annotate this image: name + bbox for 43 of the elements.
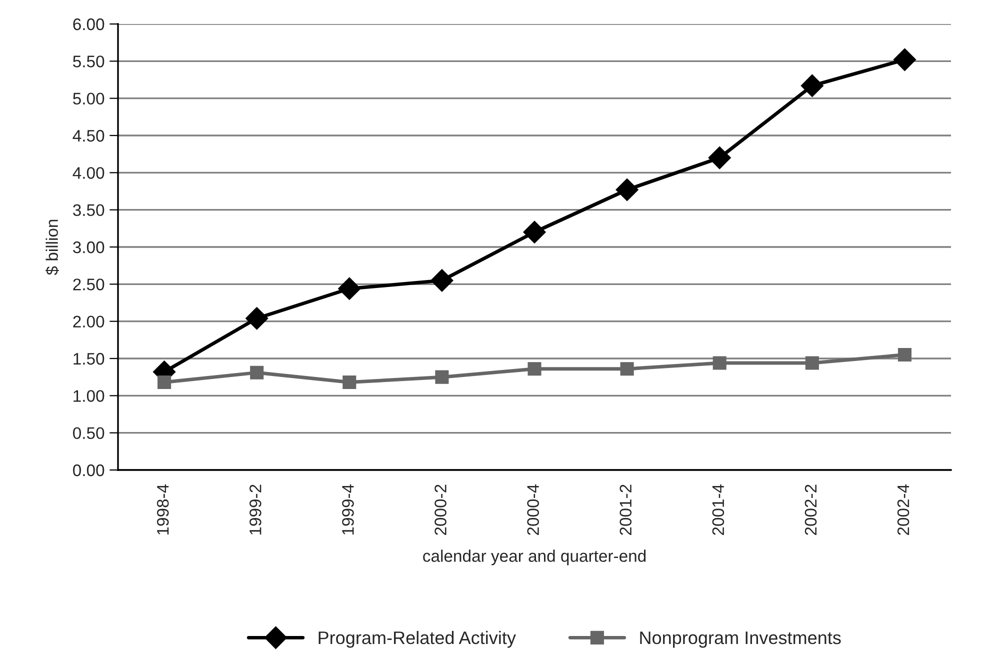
- point: [620, 362, 634, 376]
- point: [430, 269, 454, 292]
- y-tick-label: 4.00: [72, 167, 104, 179]
- x-tick-label: 2002-4: [897, 484, 910, 535]
- point: [712, 356, 726, 370]
- legend-label: Program-Related Activity: [318, 630, 516, 648]
- point: [523, 220, 546, 244]
- y-tick-label: 0.00: [73, 464, 104, 476]
- point: [435, 370, 449, 384]
- y-tick-label: 5.00: [73, 92, 104, 105]
- point: [338, 277, 361, 300]
- point: [800, 74, 824, 98]
- x-tick-label: 2001-4: [712, 484, 724, 535]
- point: [250, 366, 264, 380]
- point: [342, 376, 356, 390]
- point: [616, 178, 638, 202]
- x-tick-label: 1998-4: [156, 484, 169, 535]
- y-tick-label: 0.50: [73, 427, 104, 440]
- y-tick-label: 1.50: [74, 352, 104, 365]
- y-tick-label: 3.50: [73, 204, 104, 216]
- point: [893, 48, 916, 72]
- x-tick-label: 1999-2: [250, 484, 262, 535]
- y-tick-label: 3.00: [73, 241, 104, 254]
- point: [158, 376, 172, 390]
- x-tick-label: 2000-4: [527, 484, 539, 535]
- point: [898, 348, 912, 362]
- legend-label: Nonprogram Investments: [640, 632, 841, 648]
- point: [805, 356, 819, 370]
- x-tick-label: 2002-2: [804, 484, 817, 535]
- point: [528, 362, 542, 376]
- x-tick-label: 1999-4: [342, 484, 354, 535]
- y-tick-label: 6.00: [73, 18, 104, 30]
- y-tick-label: 5.50: [73, 56, 104, 68]
- x-tick-label: 2000-2: [434, 484, 446, 535]
- point: [246, 307, 268, 330]
- x-tick-label: 2001-2: [620, 484, 632, 535]
- y-tick-label: 2.50: [73, 278, 104, 290]
- y-tick-label: 1.00: [74, 390, 104, 402]
- y-axis-title: $ billion: [45, 220, 59, 276]
- point: [708, 146, 731, 170]
- x-axis-title: calendar year and quarter-end: [423, 550, 646, 566]
- y-tick-label: 2.00: [73, 316, 104, 328]
- y-tick-label: 4.50: [72, 130, 104, 142]
